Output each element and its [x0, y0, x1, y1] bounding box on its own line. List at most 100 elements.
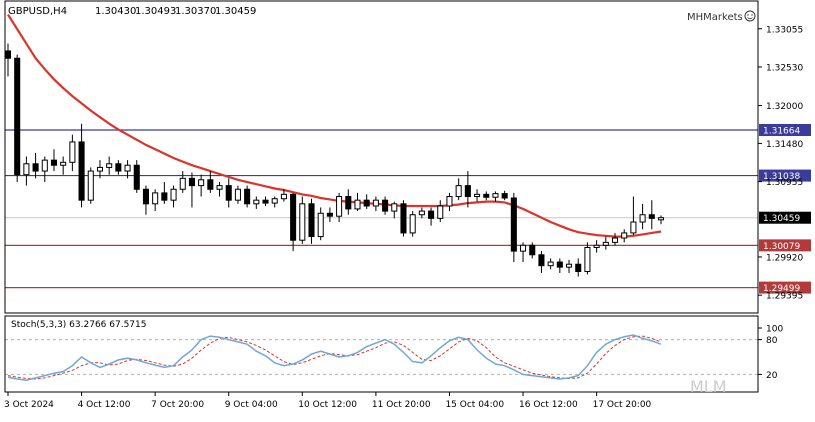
- candle-body: [106, 163, 113, 168]
- candle[interactable]: [584, 242, 591, 275]
- candle[interactable]: [170, 185, 177, 208]
- candle[interactable]: [299, 196, 306, 244]
- candle[interactable]: [657, 215, 665, 225]
- candle[interactable]: [400, 200, 407, 237]
- candle[interactable]: [529, 242, 536, 259]
- candle[interactable]: [50, 149, 58, 172]
- candle[interactable]: [290, 192, 297, 252]
- horizontal-levels[interactable]: 1.31664 1.31038 1.30079 1.29499 1.30459: [5, 124, 811, 294]
- candle-body: [133, 164, 140, 190]
- candle[interactable]: [538, 251, 545, 273]
- candle[interactable]: [391, 201, 398, 219]
- candle[interactable]: [271, 196, 278, 208]
- candle[interactable]: [621, 229, 628, 243]
- candle[interactable]: [69, 134, 76, 172]
- candle-body: [216, 185, 223, 190]
- candle[interactable]: [446, 192, 453, 212]
- candle[interactable]: [87, 167, 94, 204]
- level-tag: [759, 124, 811, 137]
- candle[interactable]: [354, 192, 361, 212]
- candle[interactable]: [630, 196, 637, 236]
- candle[interactable]: [428, 207, 435, 226]
- candle[interactable]: [152, 189, 159, 212]
- candle[interactable]: [372, 196, 379, 212]
- candle[interactable]: [437, 200, 444, 223]
- candle[interactable]: [41, 156, 48, 182]
- candle[interactable]: [133, 160, 140, 193]
- candle[interactable]: [464, 171, 471, 208]
- candle[interactable]: [611, 232, 619, 246]
- current-price-label: 1.30459: [763, 214, 800, 224]
- candles[interactable]: [4, 43, 665, 277]
- candle[interactable]: [244, 185, 251, 208]
- candle[interactable]: [179, 171, 186, 193]
- candle[interactable]: [32, 152, 39, 179]
- candle[interactable]: [60, 156, 67, 175]
- candle[interactable]: [234, 185, 241, 204]
- axes: 1.33055 1.32530 1.32000 1.31480 1.30955 1.299…: [4, 0, 803, 410]
- candle-body: [234, 188, 241, 201]
- candle[interactable]: [308, 198, 315, 244]
- candle[interactable]: [124, 160, 131, 179]
- candle[interactable]: [520, 242, 527, 263]
- candle[interactable]: [115, 160, 122, 175]
- moving-average: [7, 14, 662, 238]
- candle[interactable]: [602, 236, 609, 250]
- candle[interactable]: [280, 189, 287, 202]
- candle-body: [198, 179, 205, 187]
- candle[interactable]: [225, 178, 232, 208]
- candle[interactable]: [363, 194, 370, 209]
- candle[interactable]: [556, 258, 563, 273]
- candle[interactable]: [96, 160, 104, 179]
- candle-body: [409, 214, 416, 234]
- candle[interactable]: [648, 200, 655, 230]
- candle[interactable]: [253, 196, 260, 209]
- candle[interactable]: [501, 190, 508, 201]
- candle[interactable]: [216, 181, 223, 197]
- level-label: 1.29499: [763, 284, 800, 294]
- candle[interactable]: [492, 191, 499, 202]
- candle[interactable]: [547, 258, 554, 270]
- stoch-panel-frame: [4, 315, 759, 393]
- candle[interactable]: [345, 189, 352, 215]
- candle[interactable]: [575, 258, 582, 277]
- stoch-title: Stoch(5,3,3) 63.2766 67.5715: [11, 320, 146, 330]
- candle[interactable]: [336, 192, 343, 223]
- candle[interactable]: [262, 196, 269, 206]
- candle-body: [244, 188, 251, 205]
- level-label: 1.30079: [763, 242, 800, 252]
- candle[interactable]: [207, 171, 214, 193]
- candle[interactable]: [510, 192, 517, 263]
- candle[interactable]: [639, 203, 646, 230]
- candle[interactable]: [78, 123, 85, 208]
- candle[interactable]: [418, 207, 425, 219]
- candle[interactable]: [142, 185, 149, 215]
- stoch-main-line: [7, 334, 662, 381]
- candle[interactable]: [565, 259, 573, 273]
- candle[interactable]: [382, 196, 389, 215]
- candle[interactable]: [23, 156, 30, 186]
- candle[interactable]: [106, 156, 113, 175]
- price-tick-label: 1.29395: [766, 292, 803, 302]
- candle[interactable]: [188, 172, 195, 208]
- candle-body: [225, 185, 232, 201]
- candle[interactable]: [593, 240, 600, 253]
- candle[interactable]: [483, 191, 490, 201]
- candle[interactable]: [474, 189, 481, 202]
- candle-body: [78, 141, 85, 201]
- candle[interactable]: [161, 181, 168, 204]
- candle-body: [290, 193, 297, 241]
- candle-body: [363, 199, 370, 207]
- candle-body: [142, 188, 149, 205]
- candle[interactable]: [198, 174, 205, 197]
- candle[interactable]: [326, 207, 333, 223]
- candle[interactable]: [409, 211, 416, 237]
- candle-body: [418, 210, 425, 216]
- candle[interactable]: [14, 54, 21, 182]
- candle[interactable]: [455, 178, 462, 201]
- candle[interactable]: [317, 207, 324, 241]
